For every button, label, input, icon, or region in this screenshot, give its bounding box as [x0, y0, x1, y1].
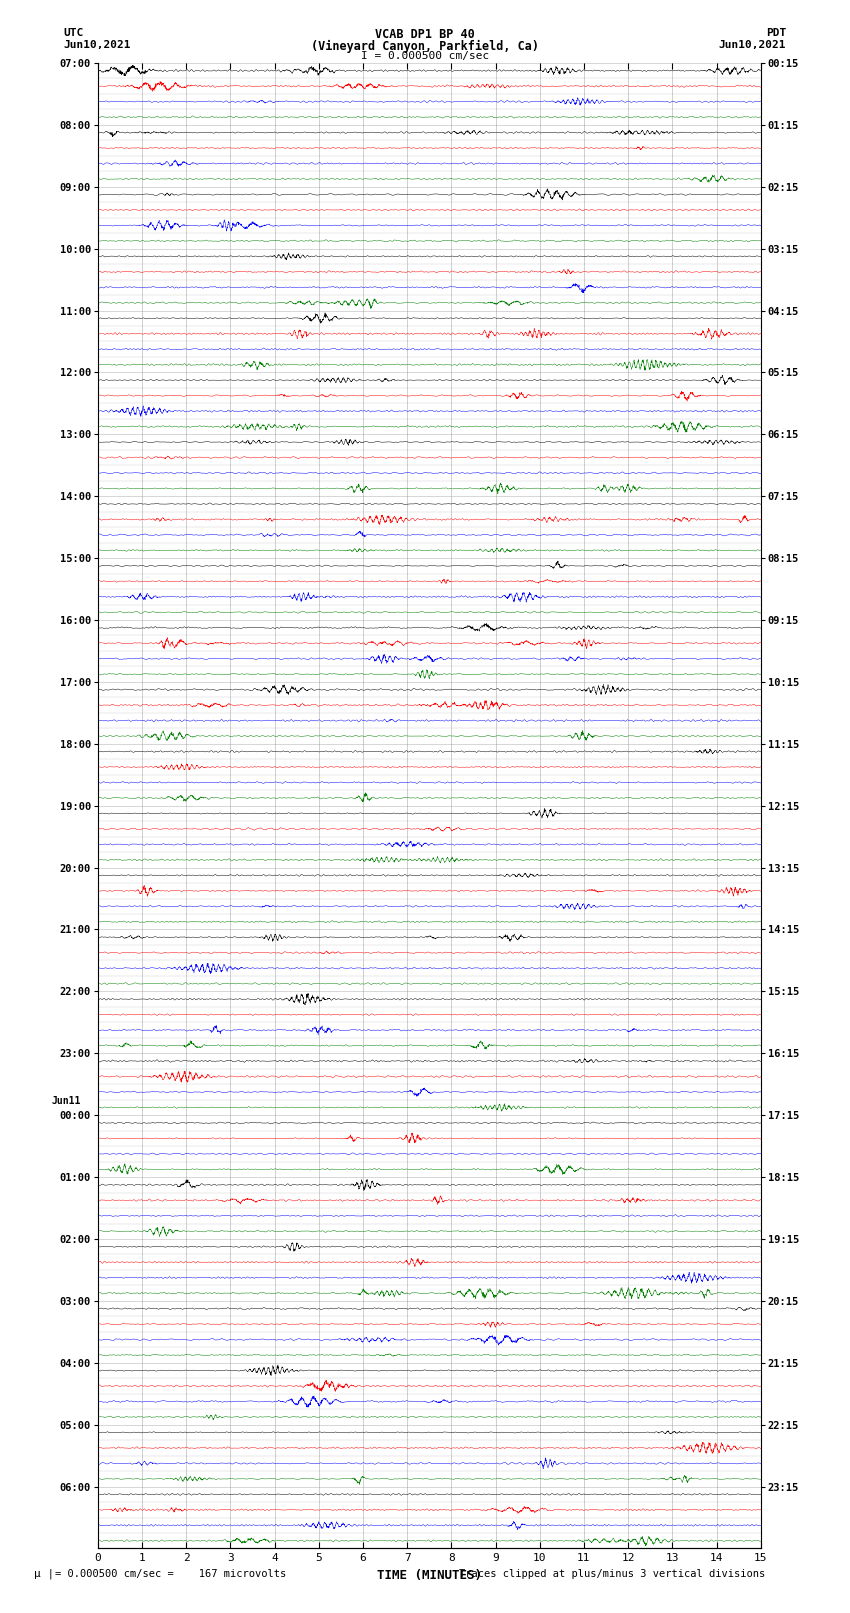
Text: Jun10,2021: Jun10,2021 — [64, 39, 131, 50]
Text: VCAB DP1 BP 40: VCAB DP1 BP 40 — [375, 29, 475, 42]
Text: I = 0.000500 cm/sec: I = 0.000500 cm/sec — [361, 50, 489, 61]
Text: = 0.000500 cm/sec =    167 microvolts: = 0.000500 cm/sec = 167 microvolts — [55, 1569, 286, 1579]
Text: (Vineyard Canyon, Parkfield, Ca): (Vineyard Canyon, Parkfield, Ca) — [311, 39, 539, 53]
Text: µ |: µ | — [34, 1568, 54, 1579]
Text: PDT: PDT — [766, 29, 786, 39]
X-axis label: TIME (MINUTES): TIME (MINUTES) — [377, 1569, 482, 1582]
Text: Jun10,2021: Jun10,2021 — [719, 39, 786, 50]
Text: Traces clipped at plus/minus 3 vertical divisions: Traces clipped at plus/minus 3 vertical … — [459, 1569, 765, 1579]
Text: UTC: UTC — [64, 29, 84, 39]
Text: Jun11: Jun11 — [52, 1097, 82, 1107]
